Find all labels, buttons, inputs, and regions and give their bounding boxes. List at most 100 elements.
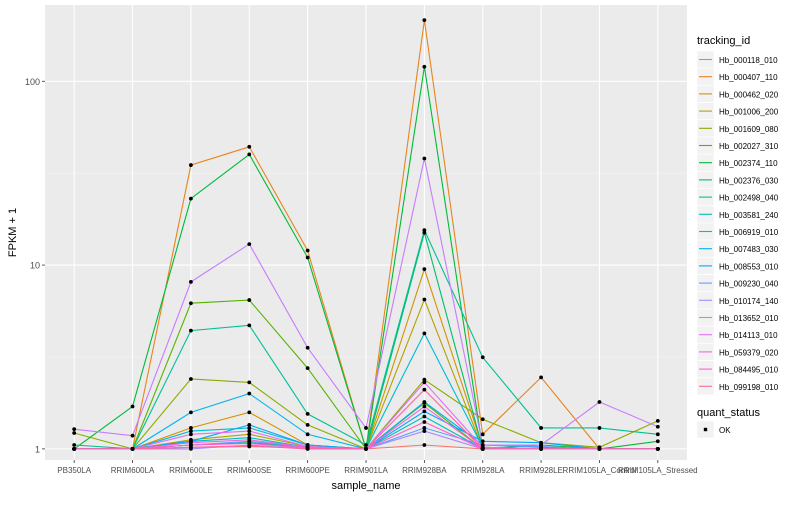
data-point bbox=[130, 404, 135, 409]
data-point bbox=[422, 228, 427, 232]
legend-item: Hb_013652_010 bbox=[696, 308, 779, 327]
data-point bbox=[480, 439, 485, 444]
legend-items: Hb_000118_010 Hb_000407_110 Hb_000462_020 H… bbox=[696, 50, 779, 396]
data-point bbox=[189, 163, 193, 167]
legend-item: Hb_002027_310 bbox=[696, 136, 779, 155]
data-point bbox=[189, 328, 193, 333]
data-point bbox=[130, 433, 135, 438]
data-point bbox=[305, 345, 310, 350]
data-point bbox=[480, 432, 485, 437]
legend-item: Hb_099198_010 bbox=[696, 377, 779, 396]
legend-label: Hb_099198_010 bbox=[719, 383, 779, 392]
data-point bbox=[422, 230, 427, 235]
shape-legend-label: OK bbox=[719, 426, 731, 435]
data-point bbox=[72, 431, 77, 435]
legend-label: Hb_059379_020 bbox=[719, 348, 779, 357]
data-point bbox=[480, 417, 485, 422]
data-point bbox=[305, 446, 310, 451]
x-tick-label: RRIM600LE bbox=[169, 466, 213, 475]
legend-label: Hb_000118_010 bbox=[719, 56, 778, 65]
data-point bbox=[189, 426, 193, 430]
data-point bbox=[422, 64, 427, 69]
legend-label: Hb_002376_030 bbox=[719, 176, 779, 185]
x-tick-label: RRIM901LA bbox=[344, 466, 388, 475]
shape-legend-items: OK bbox=[696, 420, 731, 439]
x-tick-label: RRIM600SE bbox=[227, 466, 271, 475]
shape-legend-title: quant_status bbox=[697, 407, 760, 419]
data-point bbox=[422, 404, 427, 409]
x-axis: PB350LA RRIM600LA RRIM600LE RRIM600SE RRIM60… bbox=[57, 460, 698, 475]
legend-label: Hb_000407_110 bbox=[719, 73, 778, 82]
legend-item: Hb_059379_020 bbox=[696, 343, 779, 361]
legend-item: Hb_007483_030 bbox=[696, 239, 779, 258]
data-point bbox=[655, 424, 660, 429]
data-point bbox=[247, 423, 252, 427]
data-point bbox=[189, 377, 193, 381]
legend-item: Hb_008553_010 bbox=[696, 257, 779, 275]
data-point bbox=[364, 426, 368, 430]
data-point bbox=[422, 387, 427, 392]
x-tick-label: RRIM600LA bbox=[111, 466, 155, 475]
legend-item: Hb_009230_040 bbox=[696, 274, 779, 292]
legend-label: Hb_014113_010 bbox=[719, 331, 778, 340]
data-point bbox=[305, 432, 310, 437]
x-tick-label: RRIM928LE bbox=[519, 466, 563, 475]
data-point bbox=[422, 156, 427, 161]
data-point bbox=[247, 144, 252, 149]
data-point bbox=[130, 446, 135, 451]
legend-item: Hb_001609_080 bbox=[696, 119, 779, 138]
data-point bbox=[480, 446, 485, 451]
x-tick-label: RRIM105LA_Control bbox=[563, 466, 637, 475]
x-axis-title: sample_name bbox=[331, 480, 400, 492]
legend-item: Hb_000407_110 bbox=[696, 67, 778, 86]
y-axis: 1 10 100 bbox=[25, 77, 45, 454]
data-point bbox=[247, 443, 252, 448]
legend-item: Hb_003581_240 bbox=[696, 205, 779, 224]
legend-item: Hb_014113_010 bbox=[696, 325, 778, 344]
legend-label: Hb_001609_080 bbox=[719, 125, 779, 134]
x-tick-label: RRIM928LA bbox=[461, 466, 505, 475]
data-point bbox=[305, 255, 310, 260]
legend-label: Hb_009230_040 bbox=[719, 280, 779, 289]
data-point bbox=[305, 248, 310, 253]
shape-legend-item: OK bbox=[696, 420, 731, 439]
data-point bbox=[422, 331, 427, 336]
data-point bbox=[247, 298, 252, 302]
x-tick-label: RRIM105LA_Stressed bbox=[618, 466, 698, 475]
data-point bbox=[247, 391, 252, 396]
data-point bbox=[655, 432, 660, 437]
data-point bbox=[655, 418, 660, 423]
y-tick-label: 10 bbox=[30, 261, 40, 271]
legend-label: Hb_002498_040 bbox=[719, 194, 779, 203]
data-point bbox=[364, 443, 368, 447]
data-point bbox=[247, 323, 252, 328]
legend-item: Hb_010174_140 bbox=[696, 291, 779, 310]
data-point bbox=[539, 446, 543, 451]
data-point bbox=[422, 420, 427, 424]
data-point bbox=[597, 426, 602, 430]
legend-item: Hb_002498_040 bbox=[696, 188, 779, 206]
legend-label: Hb_013652_010 bbox=[719, 314, 779, 323]
data-point bbox=[72, 427, 77, 432]
y-tick-label: 1 bbox=[35, 444, 40, 454]
data-point bbox=[655, 446, 660, 451]
data-point bbox=[364, 446, 368, 451]
data-point bbox=[305, 366, 310, 371]
x-tick-label: RRIM600PE bbox=[285, 466, 329, 475]
data-point bbox=[72, 443, 77, 447]
data-point bbox=[189, 196, 193, 201]
legend-label: Hb_003581_240 bbox=[719, 211, 779, 220]
legend-label: Hb_006919_010 bbox=[719, 228, 779, 237]
data-point bbox=[72, 446, 77, 451]
legend-item: Hb_084495_010 bbox=[696, 360, 779, 378]
data-point bbox=[422, 426, 427, 430]
data-point bbox=[480, 355, 485, 360]
legend-item: Hb_006919_010 bbox=[696, 222, 779, 241]
data-point bbox=[247, 380, 252, 385]
data-point bbox=[189, 301, 193, 306]
legend-title: tracking_id bbox=[697, 35, 750, 47]
legend-label: Hb_007483_030 bbox=[719, 245, 779, 254]
data-point bbox=[597, 446, 602, 451]
data-point bbox=[422, 429, 427, 433]
